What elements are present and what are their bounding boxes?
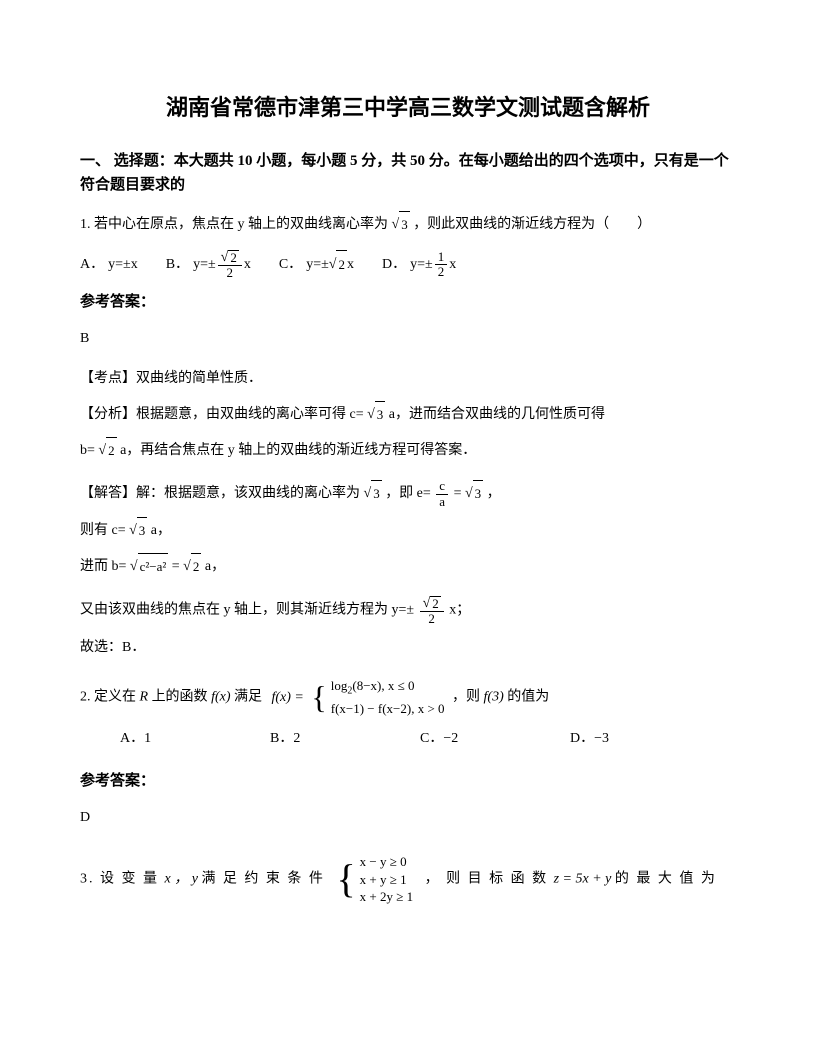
q1-exp-6: 进而 b= √c²−a² = √2 a， bbox=[80, 553, 736, 581]
q1-option-c: C． y=± √2 x bbox=[279, 250, 354, 281]
q1-option-b: B． y=± √2 2 x bbox=[166, 249, 251, 280]
q2-piecewise-lhs: f(x) = bbox=[272, 690, 304, 705]
fraction-icon: √2 2 bbox=[420, 595, 444, 626]
constraints-icon: { x − y ≥ 0 x + y ≥ 1 x + 2y ≥ 1 bbox=[336, 853, 413, 906]
sqrt-icon: √3 bbox=[465, 480, 483, 508]
sqrt-icon: √3 bbox=[367, 401, 385, 429]
sqrt-icon: √3 bbox=[364, 480, 382, 508]
q1-exp-7: 又由该双曲线的焦点在 y 轴上，则其渐近线方程为 y=± √2 2 x； bbox=[80, 595, 736, 626]
q1-stem-suffix: ，则此双曲线的渐近线方程为（ ） bbox=[413, 217, 651, 232]
q2-options: A．1 B．2 C．−2 D．−3 bbox=[120, 728, 736, 750]
sqrt-icon: √3 bbox=[129, 517, 147, 545]
q1-exp-8: 故选：B． bbox=[80, 634, 736, 662]
piecewise-icon: { log2(8−x), x ≤ 0 f(x−1) − f(x−2), x > … bbox=[311, 676, 444, 718]
sqrt-icon: √2 bbox=[98, 437, 116, 465]
q1-exp-2: 【分析】根据题意，由双曲线的离心率可得 c= √3 a，进而结合双曲线的几何性质… bbox=[80, 401, 736, 429]
fraction-icon: c a bbox=[436, 479, 448, 509]
fraction-icon: 1 2 bbox=[435, 250, 448, 280]
sqrt-icon: √c²−a² bbox=[130, 553, 168, 581]
sqrt-icon: √2 bbox=[183, 553, 201, 581]
q1-stem: 1. 若中心在原点，焦点在 y 轴上的双曲线离心率为 √3 ，则此双曲线的渐近线… bbox=[80, 211, 736, 239]
q2-answer-label: 参考答案： bbox=[80, 769, 736, 793]
q1-exp-5: 则有 c= √3 a， bbox=[80, 517, 736, 545]
sqrt-icon: √2 bbox=[329, 250, 347, 281]
sqrt-3-icon: √3 bbox=[392, 211, 410, 239]
q2-option-a: A．1 bbox=[120, 728, 270, 750]
q1-exp-1: 【考点】双曲线的简单性质． bbox=[80, 365, 736, 393]
q1-option-d: D． y=± 1 2 x bbox=[382, 250, 456, 281]
fraction-icon: √2 2 bbox=[218, 249, 242, 280]
q2-option-d: D．−3 bbox=[570, 728, 720, 750]
q1-options: A． y=±x B． y=± √2 2 x C． y=± √2 x D． y=±… bbox=[80, 249, 736, 280]
q2-option-c: C．−2 bbox=[420, 728, 570, 750]
page-title: 湖南省常德市津第三中学高三数学文测试题含解析 bbox=[80, 90, 736, 125]
section-1-header: 一、 选择题：本大题共 10 小题，每小题 5 分，共 50 分。在每小题给出的… bbox=[80, 149, 736, 197]
q3-stem: 3. 设 变 量 x ， y 满 足 约 束 条 件 { x − y ≥ 0 x… bbox=[80, 853, 736, 906]
q1-option-a: A． y=±x bbox=[80, 250, 138, 281]
q1-answer-label: 参考答案： bbox=[80, 290, 736, 314]
q1-exp-3: b= √2 a，再结合焦点在 y 轴上的双曲线的渐近线方程可得答案． bbox=[80, 437, 736, 465]
q2-option-b: B．2 bbox=[270, 728, 420, 750]
q1-answer: B bbox=[80, 328, 736, 350]
q2-stem: 2. 定义在 R 上的函数 f(x) 满足 f(x) = { log2(8−x)… bbox=[80, 676, 736, 718]
q2-answer: D bbox=[80, 807, 736, 829]
q1-exp-4: 【解答】解：根据题意，该双曲线的离心率为 √3 ，即 e= c a = √3 ， bbox=[80, 479, 736, 509]
q1-stem-prefix: 1. 若中心在原点，焦点在 y 轴上的双曲线离心率为 bbox=[80, 217, 388, 232]
